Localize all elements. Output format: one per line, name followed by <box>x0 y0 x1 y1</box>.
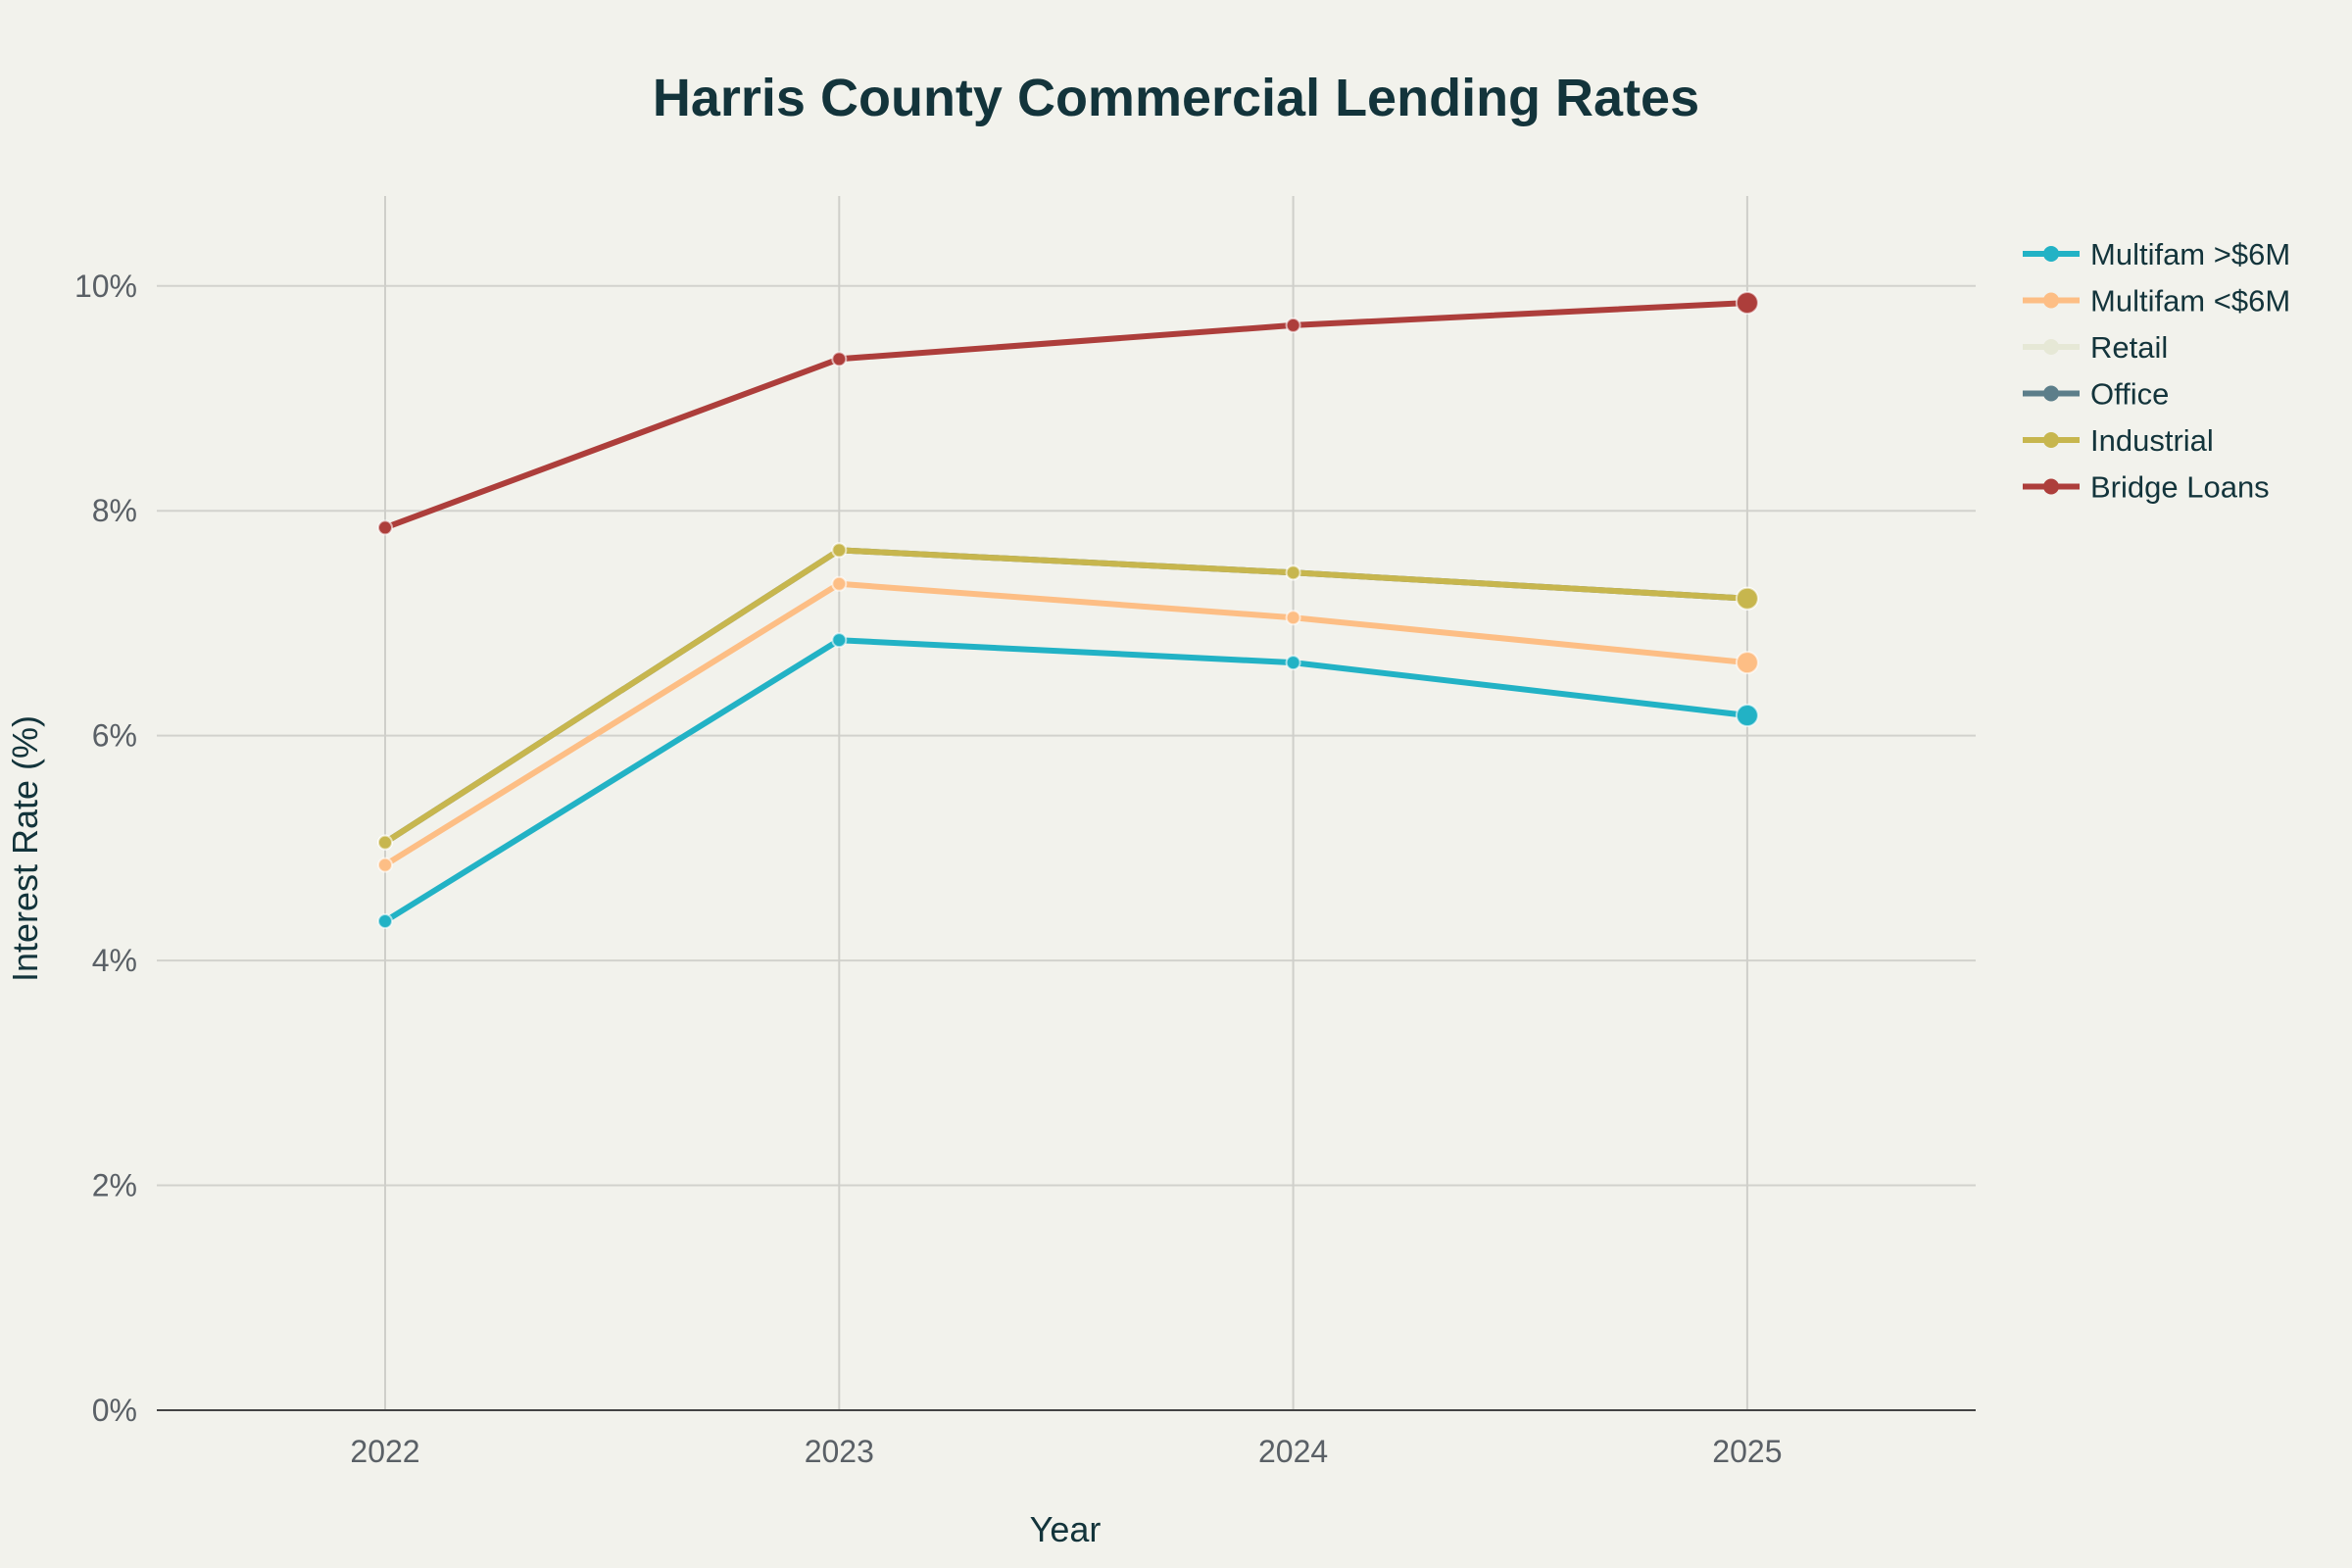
data-point <box>831 575 848 592</box>
y-axis-title: Interest Rate (%) <box>5 715 45 982</box>
y-tick-label: 4% <box>92 943 137 978</box>
legend-swatch-marker <box>2043 432 2059 448</box>
x-tick-label: 2025 <box>1712 1434 1782 1469</box>
data-point <box>377 519 393 536</box>
series-line <box>382 580 1750 868</box>
y-tick-label: 2% <box>92 1168 137 1203</box>
legend-swatch-marker <box>2043 246 2059 262</box>
legend-item[interactable]: Retail <box>2023 330 2168 365</box>
data-point <box>1285 655 1301 671</box>
legend-item[interactable]: Office <box>2023 377 2169 412</box>
x-axis-title: Year <box>1030 1509 1102 1549</box>
legend-swatch-marker <box>2043 292 2059 309</box>
series-bridge-loans <box>377 290 1759 536</box>
data-point <box>377 912 393 929</box>
data-point <box>831 542 848 559</box>
data-point <box>377 857 393 873</box>
legend-label: Multifam <$6M <box>2090 284 2290 318</box>
data-point <box>1735 586 1759 611</box>
data-point <box>831 632 848 649</box>
axes: 0% 2% 4% 6% 8% 10% 2022 2023 2024 2025 <box>74 269 1976 1469</box>
data-point <box>1285 317 1301 333</box>
legend-label: Bridge Loans <box>2090 470 2270 505</box>
data-point <box>1285 610 1301 626</box>
data-point <box>1285 564 1301 581</box>
legend-swatch-marker <box>2043 339 2059 355</box>
legend-swatch-marker <box>2043 385 2059 402</box>
series-industrial <box>377 542 1759 851</box>
y-tick-label: 0% <box>92 1393 137 1428</box>
legend-label: Multifam >$6M <box>2090 237 2290 271</box>
data-point <box>831 351 848 368</box>
legend-item[interactable]: Multifam <$6M <box>2023 284 2290 318</box>
legend: Multifam >$6M Multifam <$6M Retail Office In… <box>2023 237 2290 505</box>
legend-item[interactable]: Bridge Loans <box>2023 470 2270 505</box>
series-line <box>382 637 1750 924</box>
legend-label: Office <box>2090 377 2169 412</box>
data-point <box>377 834 393 851</box>
series-multifam-6m <box>377 632 1759 929</box>
x-tick-label: 2022 <box>350 1434 419 1469</box>
legend-swatch-marker <box>2043 478 2059 495</box>
x-tick-label: 2023 <box>805 1434 874 1469</box>
series-multifam-6m <box>377 575 1759 873</box>
grid <box>157 196 1976 1410</box>
legend-item[interactable]: Multifam >$6M <box>2023 237 2290 271</box>
data-point <box>1735 704 1759 728</box>
data-point <box>1735 290 1759 315</box>
y-tick-label: 6% <box>92 718 137 754</box>
legend-label: Industrial <box>2090 423 2214 458</box>
x-tick-label: 2024 <box>1258 1434 1328 1469</box>
legend-item[interactable]: Industrial <box>2023 423 2214 458</box>
series-line <box>382 547 1750 846</box>
series-layer <box>377 290 1759 929</box>
data-point <box>1735 651 1759 675</box>
y-tick-label: 10% <box>74 269 137 304</box>
series-line <box>382 300 1750 531</box>
y-tick-label: 8% <box>92 493 137 528</box>
legend-label: Retail <box>2090 330 2168 365</box>
series-line <box>382 547 1750 846</box>
series-line <box>382 547 1750 846</box>
chart-title: Harris County Commercial Lending Rates <box>653 69 1699 127</box>
